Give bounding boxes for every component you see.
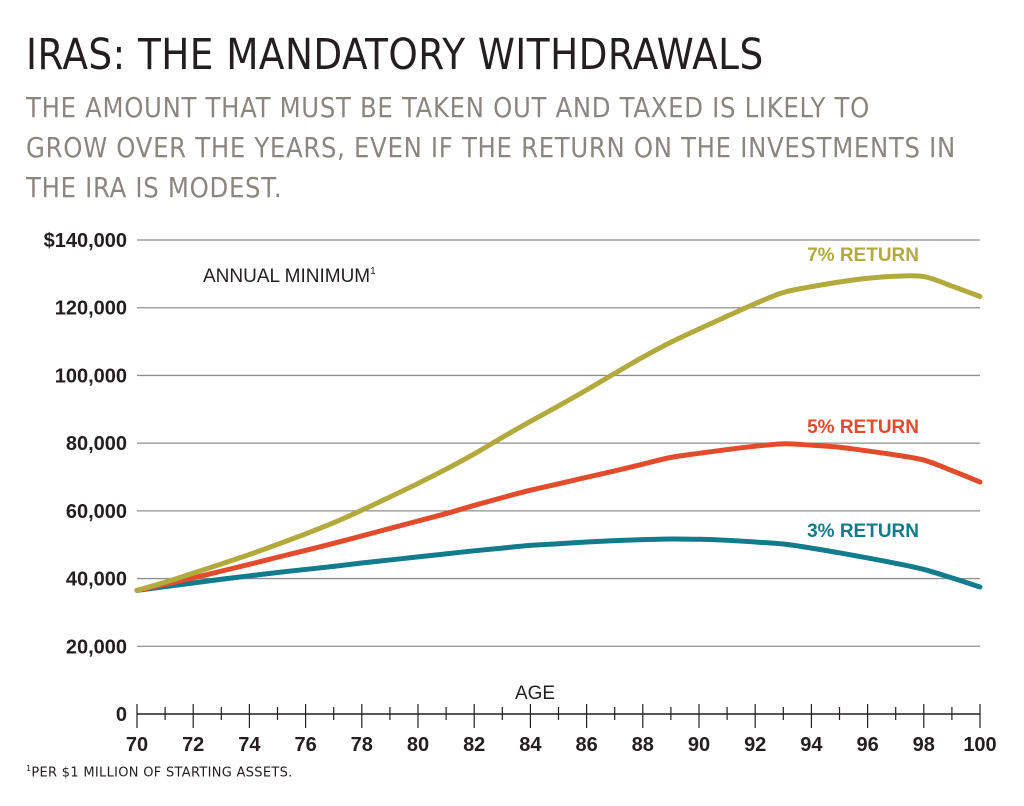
y-tick-label: 40,000 <box>66 569 127 591</box>
x-tick-label: 86 <box>575 734 597 756</box>
chart-subtitle: THE AMOUNT THAT MUST BE TAKEN OUT AND TA… <box>26 91 956 204</box>
x-tick-label: 84 <box>519 734 542 756</box>
x-tick-label: 88 <box>632 734 654 756</box>
y-tick-label: 120,000 <box>55 298 127 320</box>
series-label-3-return: 3% RETURN <box>807 521 919 542</box>
y-tick-label: $140,000 <box>44 230 127 252</box>
x-tick-label: 80 <box>407 734 429 756</box>
x-tick-label: 100 <box>963 734 996 756</box>
series-line-7-return <box>134 273 983 593</box>
y-tick-label: 20,000 <box>66 636 127 658</box>
footnote: 1PER $1 MILLION OF STARTING ASSETS. <box>26 764 293 780</box>
x-tick-label: 72 <box>182 734 204 756</box>
x-tick-label: 78 <box>351 734 373 756</box>
footnote-marker: 1 <box>26 764 32 773</box>
x-tick-label: 74 <box>238 734 261 756</box>
y-tick-label: 80,000 <box>66 433 127 455</box>
y-tick-label: 60,000 <box>66 501 127 523</box>
x-tick-label: 96 <box>856 734 878 756</box>
y-axis-label-footnote-marker: 1 <box>370 266 376 277</box>
x-tick-label: 76 <box>294 734 316 756</box>
x-tick-label: 92 <box>744 734 766 756</box>
chart-title: IRAS: THE MANDATORY WITHDRAWALS <box>26 30 764 80</box>
x-tick-label: 82 <box>463 734 485 756</box>
x-tick-label: 94 <box>800 734 823 756</box>
series-line-3-return <box>134 536 983 593</box>
series-label-5-return: 5% RETURN <box>807 417 919 438</box>
y-tick-label: 0 <box>116 704 127 726</box>
y-axis-label: ANNUAL MINIMUM1 <box>203 266 376 287</box>
footnote-text: PER $1 MILLION OF STARTING ASSETS. <box>31 765 293 781</box>
x-tick-label: 70 <box>126 734 148 756</box>
series-line-5-return <box>134 441 983 593</box>
y-tick-label: 100,000 <box>55 365 127 387</box>
series-label-7-return: 7% RETURN <box>807 245 919 266</box>
x-tick-label: 90 <box>688 734 710 756</box>
x-axis-label: AGE <box>515 683 555 704</box>
x-tick-label: 98 <box>913 734 935 756</box>
